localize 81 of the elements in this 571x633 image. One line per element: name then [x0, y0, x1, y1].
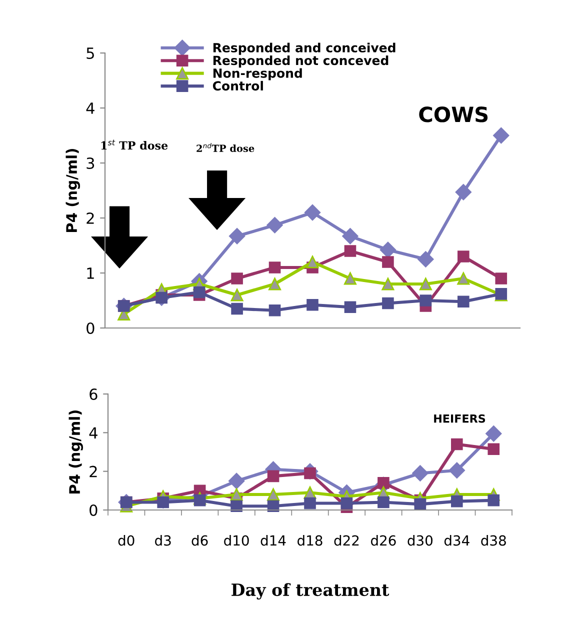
point [414, 498, 426, 510]
point [488, 443, 500, 456]
legend-label: Control [212, 80, 263, 91]
point [268, 304, 281, 316]
point [378, 496, 390, 508]
y-tick-label: 4 [86, 102, 94, 114]
point [304, 497, 316, 510]
x-tick-label: d3 [155, 535, 171, 546]
point [266, 217, 283, 234]
x-tick-label: d6 [192, 535, 208, 546]
y-axis-title: P4 (ng/ml) [66, 148, 80, 232]
annotation: 2$^{nd}$TP dose [196, 142, 254, 152]
y-axis-title: P4 (ng/ml) [68, 410, 83, 494]
point [231, 272, 243, 284]
point [306, 298, 318, 311]
point [340, 497, 353, 510]
point [455, 184, 472, 200]
point [156, 292, 168, 304]
point [451, 495, 463, 508]
point [267, 500, 280, 512]
point [304, 204, 321, 221]
legend-label: Non-respond [213, 68, 302, 80]
point [382, 256, 394, 268]
point [458, 250, 470, 262]
y-tick-label: 2 [86, 212, 94, 224]
point [457, 272, 470, 285]
x-axis-title: Day of treatment [232, 583, 390, 600]
point [193, 286, 206, 298]
point [268, 262, 281, 274]
point [486, 426, 502, 442]
point [194, 494, 206, 506]
point [344, 301, 356, 314]
y-tick-label: 1 [87, 268, 94, 279]
x-tick-label: d14 [260, 535, 286, 546]
point [458, 296, 470, 308]
point [306, 256, 319, 268]
y-tick-label: 2 [90, 466, 97, 478]
x-tick-label: d0 [118, 535, 134, 546]
annotation: COWS [419, 106, 488, 122]
point [230, 288, 244, 302]
point [231, 302, 243, 315]
point [157, 496, 169, 508]
point [412, 465, 428, 482]
annotation: HEIFERS [434, 414, 486, 423]
x-tick-label: d18 [298, 535, 322, 546]
point [448, 462, 465, 478]
point [267, 488, 280, 501]
point [228, 472, 245, 490]
point [493, 127, 510, 144]
y-tick-label: 0 [90, 504, 98, 516]
x-tick-label: d38 [481, 535, 506, 546]
point [451, 438, 463, 450]
point [382, 297, 394, 310]
point [344, 245, 356, 257]
x-tick-label: d30 [408, 535, 433, 546]
point [419, 278, 432, 290]
legend-label: Responded and conceived [213, 42, 396, 55]
point [380, 242, 396, 258]
point [344, 272, 356, 285]
y-tick-label: 6 [90, 388, 98, 400]
legend-label: Responded not conceved [213, 55, 388, 68]
point [342, 228, 358, 244]
x-tick-label: d22 [334, 535, 359, 546]
y-tick-label: 0 [86, 322, 94, 334]
point [495, 272, 508, 284]
y-tick-label: 5 [86, 48, 94, 60]
point [488, 494, 500, 506]
x-tick-label: d34 [444, 535, 470, 546]
y-tick-label: 3 [86, 157, 94, 170]
point [418, 251, 434, 268]
point [230, 488, 243, 501]
x-tick-label: d26 [370, 535, 396, 546]
point [382, 278, 394, 290]
point [228, 228, 246, 244]
point [230, 500, 242, 512]
point [268, 278, 282, 290]
y-tick-label: 4 [89, 427, 98, 438]
x-tick-label: d10 [224, 535, 249, 546]
point [420, 294, 432, 306]
point [267, 470, 280, 482]
annotation: 1$^{st}$ TP dose [101, 140, 168, 150]
